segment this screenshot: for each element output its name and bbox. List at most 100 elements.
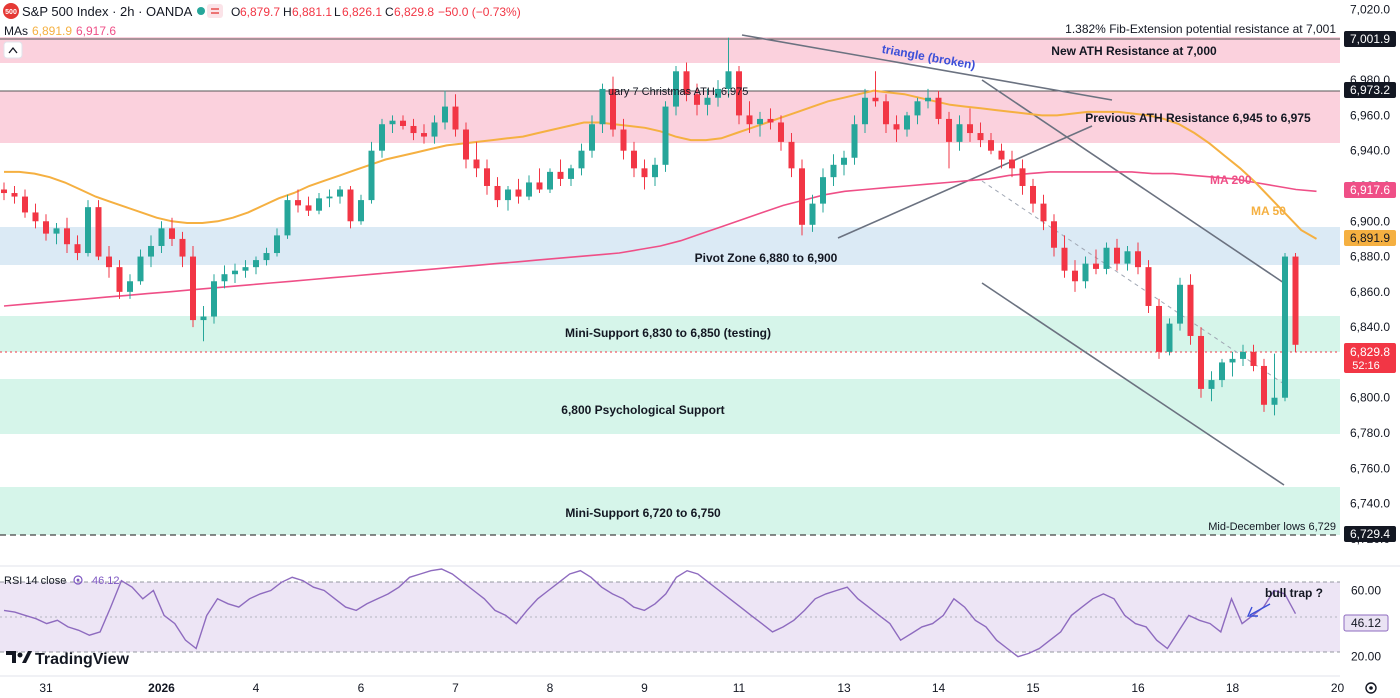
- candle: [1093, 249, 1099, 275]
- chevron-up-icon: [8, 46, 18, 54]
- candle: [778, 115, 784, 151]
- candle: [599, 83, 606, 134]
- time-tick-label: 14: [932, 681, 946, 695]
- candle-body: [1198, 335, 1204, 389]
- candle-body: [1145, 267, 1152, 306]
- time-axis[interactable]: 31202646789111314151618202122: [0, 675, 1400, 695]
- candle: [1282, 253, 1288, 402]
- candle: [74, 235, 81, 261]
- candle-body: [872, 97, 879, 102]
- time-tick-label: 16: [1131, 681, 1145, 695]
- candle: [515, 178, 522, 204]
- time-tick-label: 6: [358, 681, 365, 695]
- svg-text:7,001.9: 7,001.9: [1350, 32, 1390, 46]
- candle-body: [410, 125, 417, 134]
- rsi-line: [3, 568, 1297, 658]
- candle: [494, 177, 501, 208]
- candle: [358, 194, 364, 225]
- candle-body: [85, 207, 91, 254]
- candle: [1240, 344, 1246, 366]
- candle-body: [620, 129, 627, 151]
- candle: [410, 118, 417, 141]
- rsi-settings-icon[interactable]: [73, 575, 83, 585]
- candle: [715, 80, 721, 107]
- candle-body: [946, 118, 952, 142]
- candle-body: [883, 101, 889, 125]
- candle: [589, 115, 595, 158]
- time-tick-label: 9: [641, 681, 648, 695]
- ohlc-high-label: H: [283, 5, 292, 19]
- candle: [830, 154, 837, 186]
- candle: [872, 71, 879, 107]
- candle-body: [736, 71, 742, 116]
- candle-body: [1093, 263, 1099, 269]
- candle: [22, 189, 28, 218]
- mini-support-2-label: Mini-Support 6,720 to 6,750: [565, 506, 721, 520]
- candle: [610, 76, 616, 137]
- zones: [0, 37, 1340, 536]
- candle-body: [1040, 203, 1047, 222]
- candle-body: [820, 177, 826, 204]
- candle-body: [778, 122, 784, 142]
- candle: [1124, 245, 1131, 271]
- christmas-ath-label: uary 7 Christmas ATH, 6,975: [608, 86, 748, 98]
- candle: [400, 115, 406, 130]
- candle-body: [463, 129, 469, 160]
- market-status-icon: [197, 7, 205, 15]
- ma200-legend-value: 6,917.6: [76, 24, 116, 38]
- candle: [704, 88, 711, 116]
- candle-body: [221, 274, 228, 282]
- candle-body: [106, 256, 112, 268]
- candle: [788, 133, 795, 178]
- candle: [379, 118, 385, 158]
- candle-body: [421, 133, 427, 137]
- candle-body: [1219, 362, 1225, 381]
- brand-text: TradingView: [35, 651, 130, 668]
- legend-toggle-icon[interactable]: [207, 4, 223, 18]
- candle: [1271, 353, 1278, 416]
- symbol-title[interactable]: S&P 500 Index · 2h · OANDA: [22, 4, 193, 19]
- price-tick-label: 6,960.0: [1350, 108, 1390, 122]
- candle: [694, 83, 700, 116]
- price-badge-last: 6,829.8 52:16: [1344, 343, 1396, 373]
- candle-body: [1103, 247, 1110, 269]
- time-tick-label: 8: [547, 681, 554, 695]
- candle: [11, 185, 18, 204]
- candle-body: [1229, 358, 1236, 363]
- candle-body: [935, 97, 942, 119]
- candle: [988, 133, 994, 155]
- candle-body: [211, 281, 217, 317]
- ohlc-change: −50.0 (−0.73%): [438, 5, 521, 19]
- candle-body: [358, 200, 364, 222]
- candle-body: [788, 141, 795, 169]
- gear-icon[interactable]: [1365, 682, 1377, 694]
- candle: [578, 143, 585, 176]
- candle-body: [683, 71, 690, 95]
- candle-body: [662, 106, 669, 165]
- svg-text:46.12: 46.12: [1351, 616, 1381, 630]
- channel-lower-line: [981, 282, 1285, 486]
- candle-body: [767, 118, 774, 123]
- ohlc-open: 6,879.7: [240, 5, 280, 19]
- candle-body: [232, 270, 238, 275]
- price-axis[interactable]: 7,020.06,980.06,960.06,940.06,920.06,900…: [1344, 3, 1396, 546]
- ma-legend[interactable]: MAs 6,891.9 6,917.6: [4, 24, 116, 38]
- candle-body: [977, 133, 984, 141]
- candle-body: [536, 182, 543, 190]
- ohlc-open-label: O: [231, 5, 240, 19]
- candle: [851, 115, 858, 165]
- symbol-legend[interactable]: 500 S&P 500 Index · 2h · OANDA O 6,879.7…: [3, 3, 521, 19]
- candle: [767, 108, 774, 130]
- candle: [211, 274, 217, 324]
- candle-body: [43, 221, 49, 234]
- candle-body: [1187, 284, 1194, 336]
- candle: [263, 247, 270, 266]
- ma50-label: MA 50: [1251, 204, 1286, 218]
- candle-body: [95, 207, 102, 257]
- time-tick-label: 13: [837, 681, 851, 695]
- collapse-legend-button[interactable]: [3, 41, 23, 59]
- candle-body: [1240, 351, 1246, 359]
- candle-body: [1261, 365, 1267, 405]
